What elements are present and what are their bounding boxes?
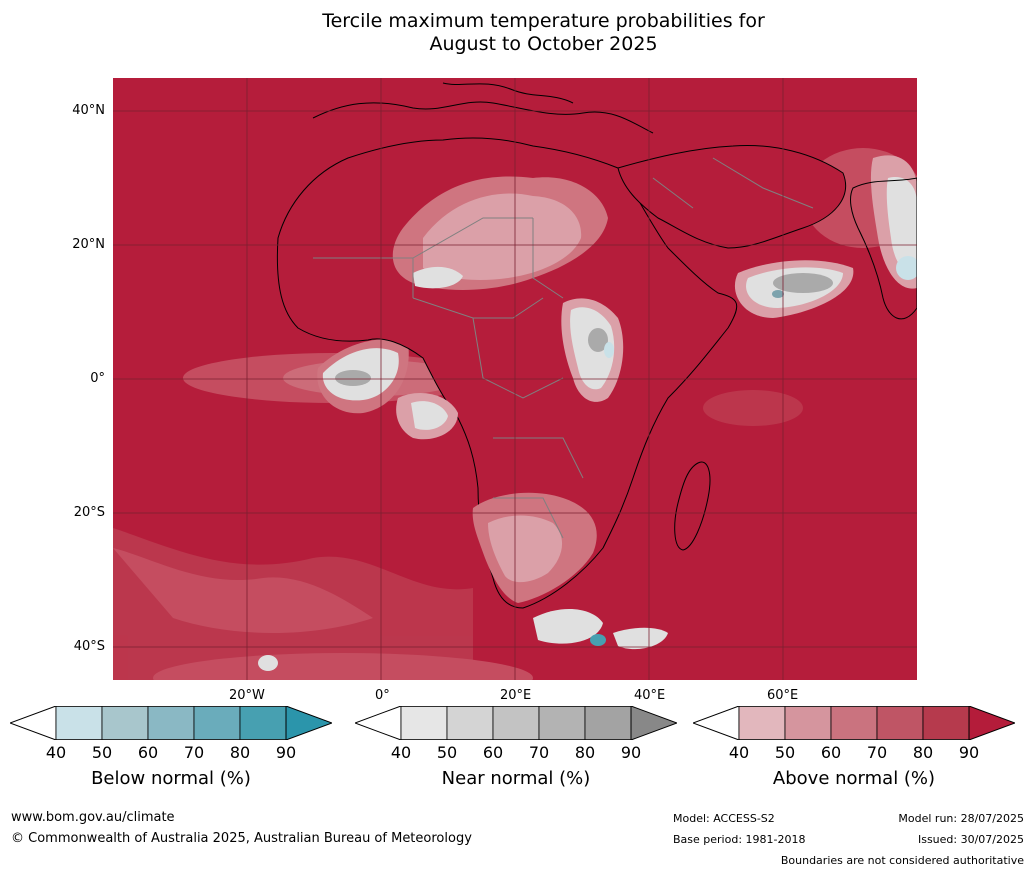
disclaimer-text: Boundaries are not considered authoritat… <box>780 854 1024 867</box>
colorbar-segment <box>101 706 149 740</box>
lat-label-0: 0° <box>90 371 105 386</box>
colorbar-high-extend <box>285 706 332 740</box>
colorbar-segment <box>492 706 540 740</box>
lon-label-0: 0° <box>375 688 390 703</box>
issued-text: Issued: 30/07/2025 <box>917 833 1024 846</box>
colorbar-segment <box>784 706 832 740</box>
model-text: Model: ACCESS-S2 <box>673 812 775 825</box>
colorbar-low-extend <box>693 706 740 740</box>
colorbar-near-svg <box>355 706 677 740</box>
colorbar-tick-label: 40 <box>390 743 412 762</box>
colorbar-tick-label: 60 <box>820 743 842 762</box>
colorbar-tick-label: 90 <box>958 743 980 762</box>
colorbar-below-normal <box>10 706 332 740</box>
colorbar-segment <box>876 706 924 740</box>
colorbar-segment <box>193 706 241 740</box>
colorbar-tick-label: 70 <box>183 743 205 762</box>
colorbar-tick-label: 50 <box>436 743 458 762</box>
colorbar-segment <box>55 706 103 740</box>
colorbar-near-normal <box>355 706 677 740</box>
colorbar-tick-label: 90 <box>275 743 297 762</box>
lon-label-40e: 40°E <box>634 688 666 703</box>
chart-title: Tercile maximum temperature probabilitie… <box>0 10 1035 56</box>
colorbar-below-title: Below normal (%) <box>91 768 251 789</box>
graticule <box>113 78 917 680</box>
colorbar-tick-label: 90 <box>620 743 642 762</box>
colorbar-segment <box>922 706 970 740</box>
colorbar-below-svg <box>10 706 332 740</box>
country-borders <box>313 157 814 539</box>
colorbar-segment <box>400 706 448 740</box>
title-line-2: August to October 2025 <box>429 33 658 55</box>
website-link[interactable]: www.bom.gov.au/climate <box>11 810 175 825</box>
model-run-text: Model run: 28/07/2025 <box>898 812 1024 825</box>
colorbar-tick-label: 80 <box>229 743 251 762</box>
colorbar-tick-label: 60 <box>482 743 504 762</box>
colorbar-segment <box>584 706 632 740</box>
colorbar-tick-label: 40 <box>45 743 67 762</box>
colorbar-tick-label: 70 <box>528 743 550 762</box>
lat-label-40n: 40°N <box>72 103 105 118</box>
colorbar-high-extend <box>630 706 677 740</box>
colorbar-segment <box>538 706 586 740</box>
colorbar-above-title: Above normal (%) <box>772 768 936 789</box>
colorbar-above-normal <box>693 706 1015 740</box>
lon-label-60e: 60°E <box>767 688 799 703</box>
title-line-1: Tercile maximum temperature probabilitie… <box>322 10 765 32</box>
lon-label-20w: 20°W <box>229 688 265 703</box>
colorbar-low-extend <box>355 706 402 740</box>
lon-label-20e: 20°E <box>500 688 532 703</box>
colorbar-tick-label: 70 <box>866 743 888 762</box>
colorbar-tick-label: 80 <box>912 743 934 762</box>
colorbar-segment <box>147 706 195 740</box>
base-period-text: Base period: 1981-2018 <box>673 833 806 846</box>
lat-label-40s: 40°S <box>73 639 105 654</box>
map-svg <box>113 78 917 680</box>
colorbar-above-svg <box>693 706 1015 740</box>
colorbar-segment <box>830 706 878 740</box>
probability-map <box>113 78 917 680</box>
colorbar-tick-label: 80 <box>574 743 596 762</box>
colorbar-low-extend <box>10 706 57 740</box>
lat-label-20s: 20°S <box>73 505 105 520</box>
colorbar-tick-label: 60 <box>137 743 159 762</box>
colorbar-segment <box>446 706 494 740</box>
colorbar-near-title: Near normal (%) <box>441 768 591 789</box>
copyright-text: © Commonwealth of Australia 2025, Austra… <box>11 831 472 846</box>
colorbar-tick-label: 50 <box>774 743 796 762</box>
africa-land <box>276 82 917 609</box>
colorbar-segment <box>738 706 786 740</box>
colorbar-segment <box>239 706 287 740</box>
lat-label-20n: 20°N <box>72 237 105 252</box>
colorbar-tick-label: 50 <box>91 743 113 762</box>
colorbar-tick-label: 40 <box>728 743 750 762</box>
colorbar-high-extend <box>968 706 1015 740</box>
near-normal-patches <box>258 155 917 671</box>
